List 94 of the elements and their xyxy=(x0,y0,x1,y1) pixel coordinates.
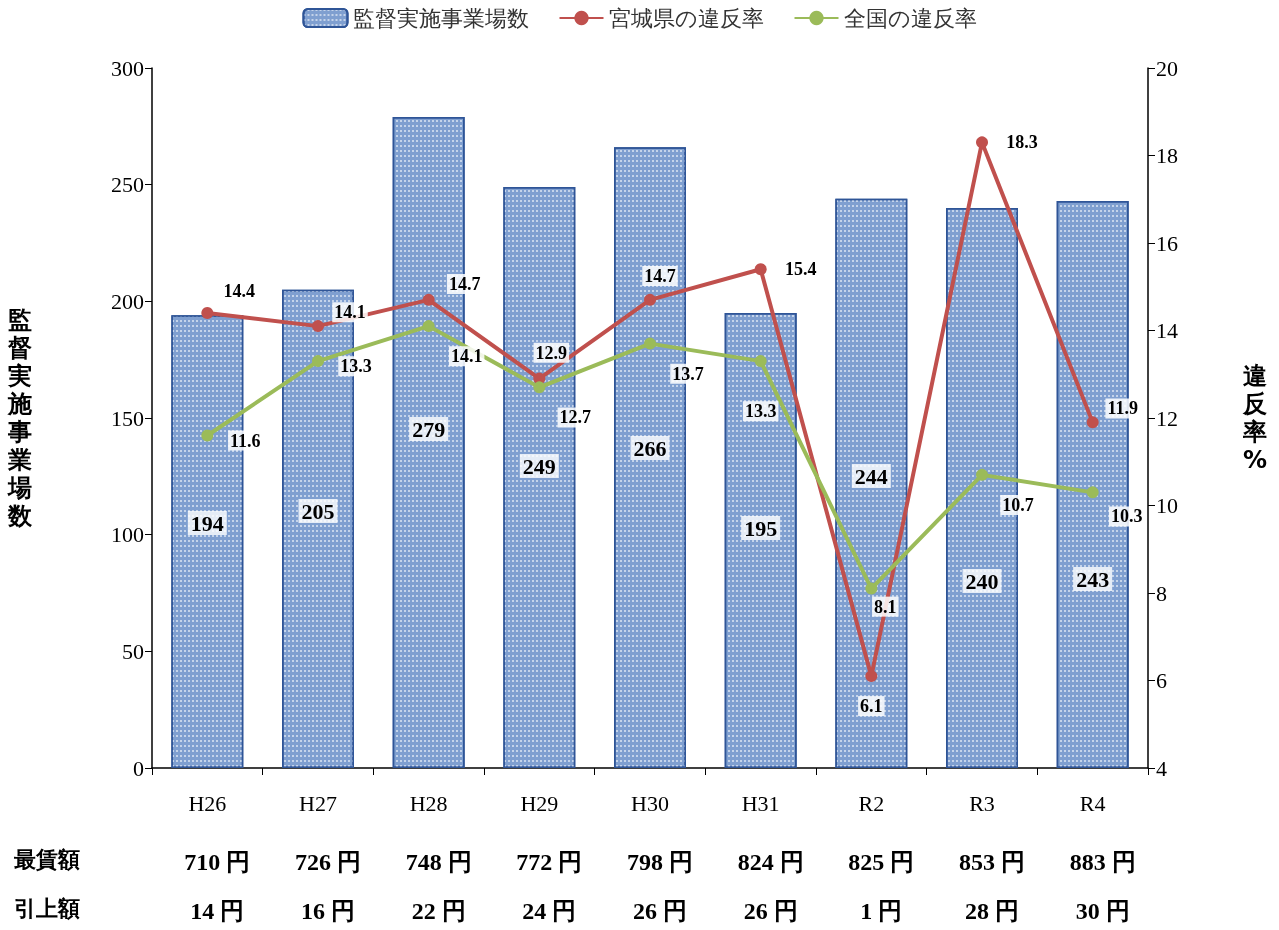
y2-tick-label: 12 xyxy=(1156,405,1178,431)
data-label: 243 xyxy=(1076,566,1110,592)
y-tick-label: 0 xyxy=(133,755,144,781)
text: 26 円 xyxy=(633,898,687,924)
text: 14 円 xyxy=(190,898,245,924)
point xyxy=(644,337,656,350)
point xyxy=(201,429,214,442)
y2-tick-label: 10 xyxy=(1156,493,1178,518)
text: 28 円 xyxy=(965,898,1019,924)
legend-label: 宮城県の違反率 xyxy=(608,5,764,31)
x-tick-label: H26 xyxy=(188,790,227,816)
data-label: 12.7 xyxy=(559,407,592,428)
x-tick-label: H30 xyxy=(631,790,669,816)
y2-tick-label: 14 xyxy=(1156,318,1178,343)
text: 30 円 xyxy=(1075,898,1130,924)
legend-label: 全国の違反率 xyxy=(843,5,977,31)
data-label: 10.7 xyxy=(1002,494,1034,515)
data-label: 12.9 xyxy=(535,342,568,363)
data-label: 14.7 xyxy=(644,265,676,286)
y2-tick-label: 6 xyxy=(1156,668,1167,693)
y-tick-label: 50 xyxy=(122,638,144,664)
y2-tick-label: 16 xyxy=(1156,230,1178,256)
text: 1 円 xyxy=(860,898,903,924)
data-label: 13.7 xyxy=(672,363,704,384)
point xyxy=(976,468,988,481)
point xyxy=(422,293,435,306)
y2-tick-label: 8 xyxy=(1156,580,1167,606)
y2-tick-label: 20 xyxy=(1156,55,1178,81)
y2-tick-label: 4 xyxy=(1156,755,1167,781)
data-label: 13.3 xyxy=(340,356,372,377)
y-tick-label: 200 xyxy=(111,288,144,314)
data-label: 194 xyxy=(190,510,224,536)
text: 772 円 xyxy=(516,849,583,875)
text: 710 円 xyxy=(184,849,251,875)
x-tick-label: H29 xyxy=(520,790,559,816)
text: 748 円 xyxy=(405,849,472,875)
data-label: 8.1 xyxy=(874,596,897,617)
data-label: 279 xyxy=(412,416,446,442)
y-tick-label: 100 xyxy=(111,522,144,548)
text: 16 円 xyxy=(301,898,355,924)
text: 24 円 xyxy=(522,898,577,924)
point xyxy=(312,355,324,368)
data-label: 13.3 xyxy=(744,401,777,422)
text: 883 円 xyxy=(1069,849,1136,875)
point xyxy=(976,136,988,149)
point xyxy=(422,320,435,333)
x-tick-label: H31 xyxy=(741,790,780,816)
text: 引上額 xyxy=(14,895,80,921)
data-label: 14.1 xyxy=(450,346,483,367)
data-label: 244 xyxy=(854,463,888,489)
y-tick-label: 300 xyxy=(111,55,144,81)
point xyxy=(644,293,656,306)
point xyxy=(312,320,324,333)
point xyxy=(533,381,546,394)
y2-tick-label: 18 xyxy=(1156,143,1178,168)
y-tick-label: 250 xyxy=(111,172,144,198)
data-label: 6.1 xyxy=(860,696,883,717)
text: 26 円 xyxy=(743,898,798,924)
data-label: 205 xyxy=(301,498,335,524)
data-label: 195 xyxy=(744,515,778,541)
data-label: 11.6 xyxy=(230,430,261,451)
text: 726 円 xyxy=(295,849,361,875)
point xyxy=(865,670,878,683)
data-label: 14.7 xyxy=(448,273,481,294)
point xyxy=(1086,486,1099,499)
point xyxy=(1086,416,1099,429)
data-label: 249 xyxy=(522,453,556,479)
data-label: 10.3 xyxy=(1110,506,1143,527)
x-tick-label: R2 xyxy=(858,790,885,816)
data-label: 14.1 xyxy=(334,302,366,323)
point xyxy=(201,307,214,319)
y-tick-label: 150 xyxy=(111,405,144,431)
text: 最賃額 xyxy=(13,846,80,872)
x-tick-label: R3 xyxy=(969,790,995,816)
text: 853 円 xyxy=(959,849,1025,875)
point xyxy=(865,582,878,595)
y-axis-title: 監督実施事業場数 xyxy=(7,306,33,530)
point xyxy=(754,263,767,276)
text: 825 円 xyxy=(848,849,915,875)
y2-axis-title: 違反率% xyxy=(1242,362,1268,474)
data-label: 15.4 xyxy=(784,259,817,280)
text: 798 円 xyxy=(627,849,693,875)
x-tick-label: H27 xyxy=(299,790,337,816)
x-tick-label: H28 xyxy=(409,790,448,816)
data-label: 240 xyxy=(965,568,999,594)
data-label: 14.4 xyxy=(223,281,256,301)
text: 824 円 xyxy=(737,849,804,875)
legend-label: 監督実施事業場数 xyxy=(352,5,529,31)
point xyxy=(754,355,767,368)
data-label: 18.3 xyxy=(1006,132,1038,153)
x-tick-label: R4 xyxy=(1079,790,1106,816)
data-label: 266 xyxy=(633,435,667,461)
text: 22 円 xyxy=(411,898,466,924)
data-label: 11.9 xyxy=(1107,398,1138,419)
